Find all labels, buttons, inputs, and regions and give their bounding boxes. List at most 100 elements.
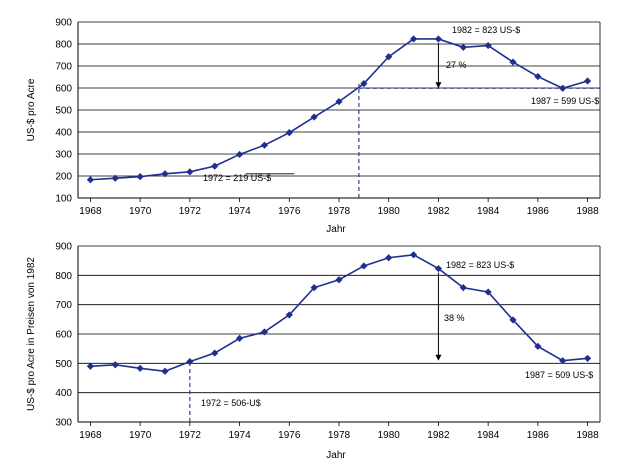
chart-1: 100 200 300 400 500 600 700 800 900 1968 1970 1972… [26,18,601,235]
chart-2-reference-lines [189,272,442,422]
data-point [186,357,194,366]
x-tick-label: 1978 [328,430,351,441]
data-point [459,43,467,51]
y-tick-label: 400 [55,388,72,399]
x-tick-label: 1988 [576,206,599,217]
data-point [509,58,517,66]
x-tick-label: 1980 [378,206,401,217]
data-point [310,113,318,121]
data-point [409,35,418,43]
data-point [161,170,169,178]
chart-1-x-tick-labels: 1968 1970 1972 1974 1976 1978 1980 1982 1984 1986… [79,198,599,217]
y-tick-label: 400 [55,128,72,139]
y-tick-label: 600 [55,330,72,341]
chart-1-peak-annotation: 1982 = 823 US-$ [452,25,520,35]
x-tick-label: 1978 [328,206,351,217]
chart-2-trough-annotation: 1987 = 509 US-$ [525,370,593,380]
data-point [583,354,592,362]
y-tick-label: 300 [55,418,72,429]
data-point [260,141,269,149]
x-tick-label: 1984 [477,206,500,217]
data-point [583,77,592,85]
y-tick-label: 700 [55,300,72,311]
x-tick-label: 1976 [278,430,301,441]
x-tick-label: 1968 [79,206,102,217]
y-tick-label: 300 [55,150,72,161]
x-tick-label: 1980 [378,430,401,441]
chart-2-drop-annotation: 38 % [444,313,465,323]
data-point [484,288,492,296]
x-tick-label: 1984 [477,430,500,441]
x-tick-label: 1974 [228,206,251,217]
x-tick-label: 1976 [278,206,301,217]
x-tick-label: 1988 [576,430,599,441]
data-point [534,342,542,350]
data-point [360,262,368,270]
chart-2-gridlines [77,245,601,423]
data-point [111,361,119,369]
data-point [161,367,169,375]
data-point [335,98,343,106]
y-tick-label: 100 [55,194,72,205]
data-point [509,316,517,324]
data-point [86,362,95,370]
chart-1-drop-annotation: 27 % [446,60,467,70]
data-point [559,357,567,365]
data-point [235,150,244,159]
y-tick-label: 800 [55,40,72,51]
data-point [260,328,269,336]
data-point [385,53,393,61]
data-point [285,129,293,137]
data-point [534,72,542,81]
data-point [86,176,95,184]
chart-2-x-axis-label: Jahr [326,450,346,461]
y-tick-label: 500 [55,106,72,117]
chart-1-trough-annotation: 1987 = 599 US-$ [531,96,599,106]
data-point [484,41,492,50]
data-point [235,334,244,342]
data-point [459,284,467,292]
data-point [136,173,144,181]
chart-2-x-tick-labels: 1968 1970 1972 1974 1976 1978 1980 1982 1984 1986… [79,422,599,441]
x-tick-label: 1974 [228,430,251,441]
y-tick-label: 500 [55,359,72,370]
data-point [111,174,119,182]
data-point [285,311,293,319]
y-tick-label: 700 [55,62,72,73]
data-point [559,84,567,92]
data-point [310,284,318,292]
data-point [211,162,219,170]
chart-2-peak-annotation: 1982 = 823 US-$ [446,260,514,270]
y-tick-label: 900 [55,242,72,253]
x-tick-label: 1968 [79,430,102,441]
chart-1-series [86,35,592,184]
x-tick-label: 1982 [427,430,450,441]
chart-1-y-tick-labels: 100 200 300 400 500 600 700 800 900 [55,18,72,205]
x-tick-label: 1970 [129,430,152,441]
data-point [385,254,393,262]
data-point [335,276,343,284]
data-point [409,251,418,259]
chart-2-y-tick-labels: 300 400 500 600 700 800 900 [55,242,72,429]
data-point [360,80,368,88]
data-point [434,264,443,273]
chart-1-reference-lines [245,42,600,198]
y-tick-label: 200 [55,172,72,183]
x-tick-label: 1986 [527,206,550,217]
x-tick-label: 1970 [129,206,152,217]
drop-arrow-head [435,82,442,89]
x-tick-label: 1982 [427,206,450,217]
x-tick-label: 1972 [179,430,202,441]
y-tick-label: 800 [55,271,72,282]
chart-1-y-axis-label: US-$ pro Acre [26,78,37,141]
y-tick-label: 600 [55,84,72,95]
x-tick-label: 1972 [179,206,202,217]
chart-2-series [86,251,592,375]
chart-2-y-axis-label: US-$ pro Acre in Preisen von 1982 [26,257,37,411]
data-point [136,364,144,372]
drop-arrow-head [435,354,442,361]
series-line [90,253,588,373]
chart-2-start-annotation: 1972 = 506-U$ [201,398,261,408]
x-tick-label: 1986 [527,430,550,441]
